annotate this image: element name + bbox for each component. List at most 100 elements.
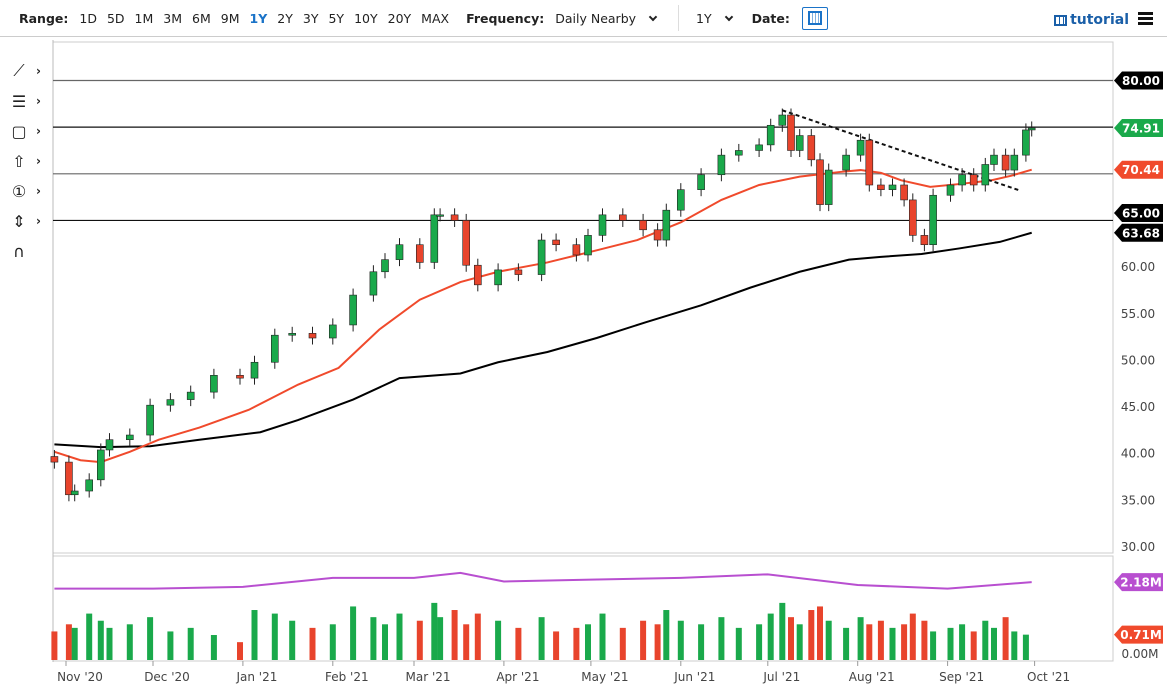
- volume-bar: [65, 624, 72, 660]
- volume-bar: [599, 613, 606, 660]
- x-tick-label: Jan '21: [235, 670, 277, 684]
- candle: [50, 456, 59, 463]
- candle: [381, 259, 389, 273]
- volume-bar: [309, 627, 316, 660]
- frequency-dropdown[interactable]: Daily Nearby: [555, 11, 666, 26]
- candle: [1027, 127, 1036, 131]
- y-tick-label: 55.00: [1121, 307, 1155, 321]
- drawing-tools: ⟋ › ☰ › ▢ › ⇧ › ① › ⇕ › ∩: [8, 56, 52, 266]
- volume-bar: [970, 631, 977, 660]
- measure-tool[interactable]: ⇕ ›: [8, 206, 52, 236]
- price-badge: [1114, 573, 1163, 592]
- y-tick-label: 30.00: [1121, 540, 1155, 554]
- fib-tool-icon: ☰: [11, 91, 27, 111]
- candle: [639, 220, 647, 231]
- range-5d[interactable]: 5D: [106, 10, 125, 26]
- volume-bar: [640, 620, 647, 660]
- range-1d[interactable]: 1D: [79, 10, 97, 26]
- volume-bar: [947, 627, 954, 660]
- candle: [618, 214, 627, 221]
- volume-bar: [756, 624, 763, 660]
- range-1m[interactable]: 1M: [134, 10, 154, 26]
- x-tick-label: Apr '21: [496, 670, 539, 684]
- volume-bar: [515, 627, 522, 660]
- frequency-label: Frequency:: [466, 10, 545, 26]
- range-1y[interactable]: 1Y: [249, 10, 268, 26]
- volume-bar: [126, 624, 133, 660]
- range-5y[interactable]: 5Y: [328, 10, 345, 26]
- price-badge-label: 2.18M: [1120, 576, 1162, 590]
- candle: [349, 294, 357, 326]
- volume-bar: [451, 610, 458, 660]
- volume-bar: [97, 620, 104, 660]
- price-badge: [1114, 223, 1163, 242]
- candle: [65, 461, 73, 496]
- volume-bar: [71, 627, 78, 660]
- candle: [105, 439, 114, 451]
- volume-bar: [817, 606, 823, 660]
- fib-tool[interactable]: ☰ ›: [8, 86, 52, 116]
- rectangle-tool[interactable]: ▢ ›: [8, 116, 52, 146]
- volume-bar: [463, 624, 470, 660]
- candle: [1010, 154, 1019, 171]
- volume-bar: [825, 620, 832, 660]
- number-marker-tool[interactable]: ① ›: [8, 176, 52, 206]
- volume-bar: [663, 610, 670, 660]
- range-max[interactable]: MAX: [421, 10, 450, 26]
- candle: [415, 244, 424, 263]
- candle: [946, 184, 955, 196]
- candle: [436, 214, 444, 217]
- y-tick-label: 40.00: [1121, 447, 1155, 461]
- candle: [473, 264, 482, 286]
- volume-bar: [1022, 634, 1029, 660]
- candle: [816, 159, 824, 205]
- y-tick-label: 60.00: [1121, 260, 1155, 274]
- volume-bar: [538, 617, 545, 660]
- candle: [920, 235, 929, 246]
- candle: [795, 135, 804, 151]
- candle: [856, 139, 865, 156]
- ma50-line: [54, 168, 1032, 464]
- volume-bar: [210, 635, 217, 660]
- range-20y[interactable]: 20Y: [387, 10, 412, 26]
- frequency-value: Daily Nearby: [555, 10, 637, 26]
- chevron-right-icon: ›: [36, 154, 41, 168]
- candle: [462, 220, 471, 266]
- tutorial-link[interactable]: tutorial: [1054, 12, 1129, 28]
- x-tick-label: Feb '21: [325, 670, 369, 684]
- period-dropdown[interactable]: 1Y: [696, 11, 742, 26]
- candle: [929, 194, 937, 246]
- range-3y[interactable]: 3Y: [302, 10, 319, 26]
- volume-bar: [857, 617, 864, 660]
- arrow-tool[interactable]: ⇧ ›: [8, 146, 52, 176]
- y-tick-label: 45.00: [1121, 400, 1155, 414]
- price-badge-label: 65.00: [1122, 206, 1160, 220]
- x-tick-label: Sep '21: [939, 670, 984, 684]
- range-3m[interactable]: 3M: [163, 10, 183, 26]
- magnet-tool[interactable]: ∩: [8, 236, 52, 266]
- volume-bar: [921, 620, 928, 660]
- candle: [697, 174, 705, 190]
- candle: [969, 174, 978, 186]
- candle: [990, 154, 998, 165]
- volume-bar: [718, 617, 725, 660]
- candle: [842, 154, 850, 171]
- candle: [755, 144, 763, 151]
- range-9m[interactable]: 9M: [220, 10, 240, 26]
- line-tool[interactable]: ⟋ ›: [8, 56, 52, 86]
- volume-bar: [329, 624, 336, 660]
- volume-bar: [889, 627, 896, 660]
- hamburger-menu-icon[interactable]: [1138, 12, 1153, 25]
- range-6m[interactable]: 6M: [192, 10, 211, 26]
- volume-zero-label: 0.00M: [1121, 647, 1158, 661]
- range-10y[interactable]: 10Y: [354, 10, 378, 26]
- price-badge: [1114, 203, 1163, 222]
- chevron-right-icon: ›: [36, 214, 41, 228]
- range-2y[interactable]: 2Y: [277, 10, 293, 26]
- calendar-button[interactable]: [801, 6, 828, 30]
- candle: [328, 324, 337, 339]
- candle: [369, 271, 378, 296]
- tutorial-label: tutorial: [1070, 12, 1129, 28]
- candle: [734, 150, 743, 156]
